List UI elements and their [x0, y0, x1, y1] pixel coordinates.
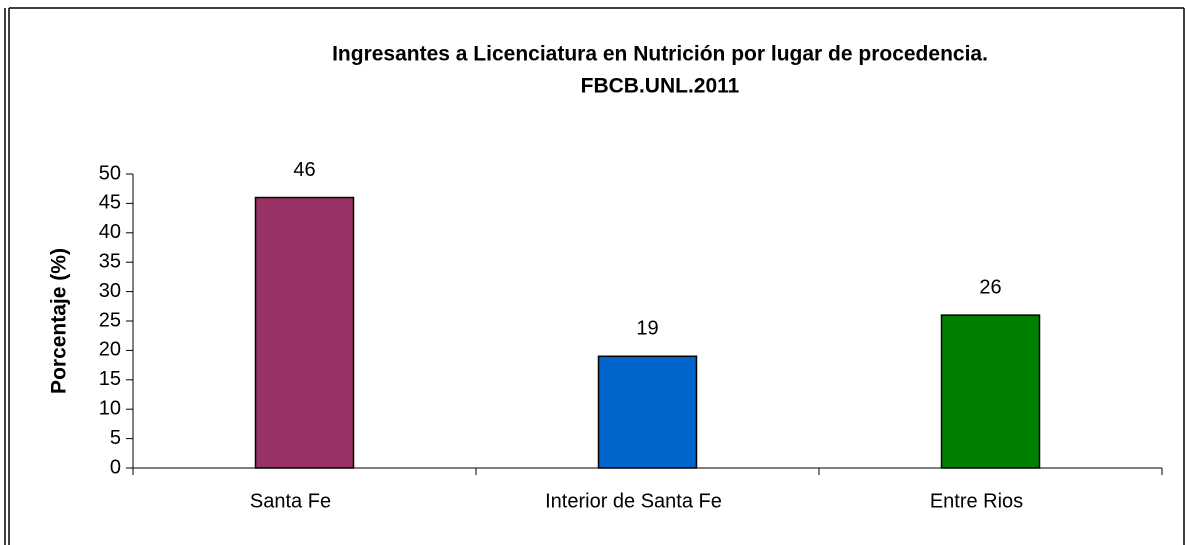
- y-tick-label: 35: [99, 250, 121, 272]
- y-tick-label: 45: [99, 192, 121, 214]
- bar: [940, 314, 1041, 469]
- data-label: 19: [636, 318, 658, 340]
- y-axis-label: Porcentaje (%): [48, 248, 71, 394]
- chart-title: Ingresantes a Licenciatura en Nutrición …: [332, 43, 988, 66]
- y-tick-label: 30: [99, 280, 121, 302]
- data-label: 46: [293, 159, 315, 181]
- x-tick-label: Entre Rios: [930, 490, 1023, 512]
- y-tick-label: 15: [99, 368, 121, 390]
- y-tick-label: 25: [99, 309, 121, 331]
- x-tick-label: Interior de Santa Fe: [545, 490, 722, 512]
- y-tick-label: 0: [110, 456, 121, 478]
- bar: [597, 355, 698, 469]
- y-tick-label: 20: [99, 339, 121, 361]
- y-tick-label: 5: [110, 427, 121, 449]
- chart-subtitle: FBCB.UNL.2011: [581, 75, 740, 98]
- y-tick-label: 40: [99, 221, 121, 243]
- data-label: 26: [979, 276, 1001, 298]
- x-tick-label: Santa Fe: [250, 490, 331, 512]
- bar: [254, 196, 355, 469]
- y-tick-label: 10: [99, 397, 121, 419]
- y-tick-label: 50: [99, 162, 121, 184]
